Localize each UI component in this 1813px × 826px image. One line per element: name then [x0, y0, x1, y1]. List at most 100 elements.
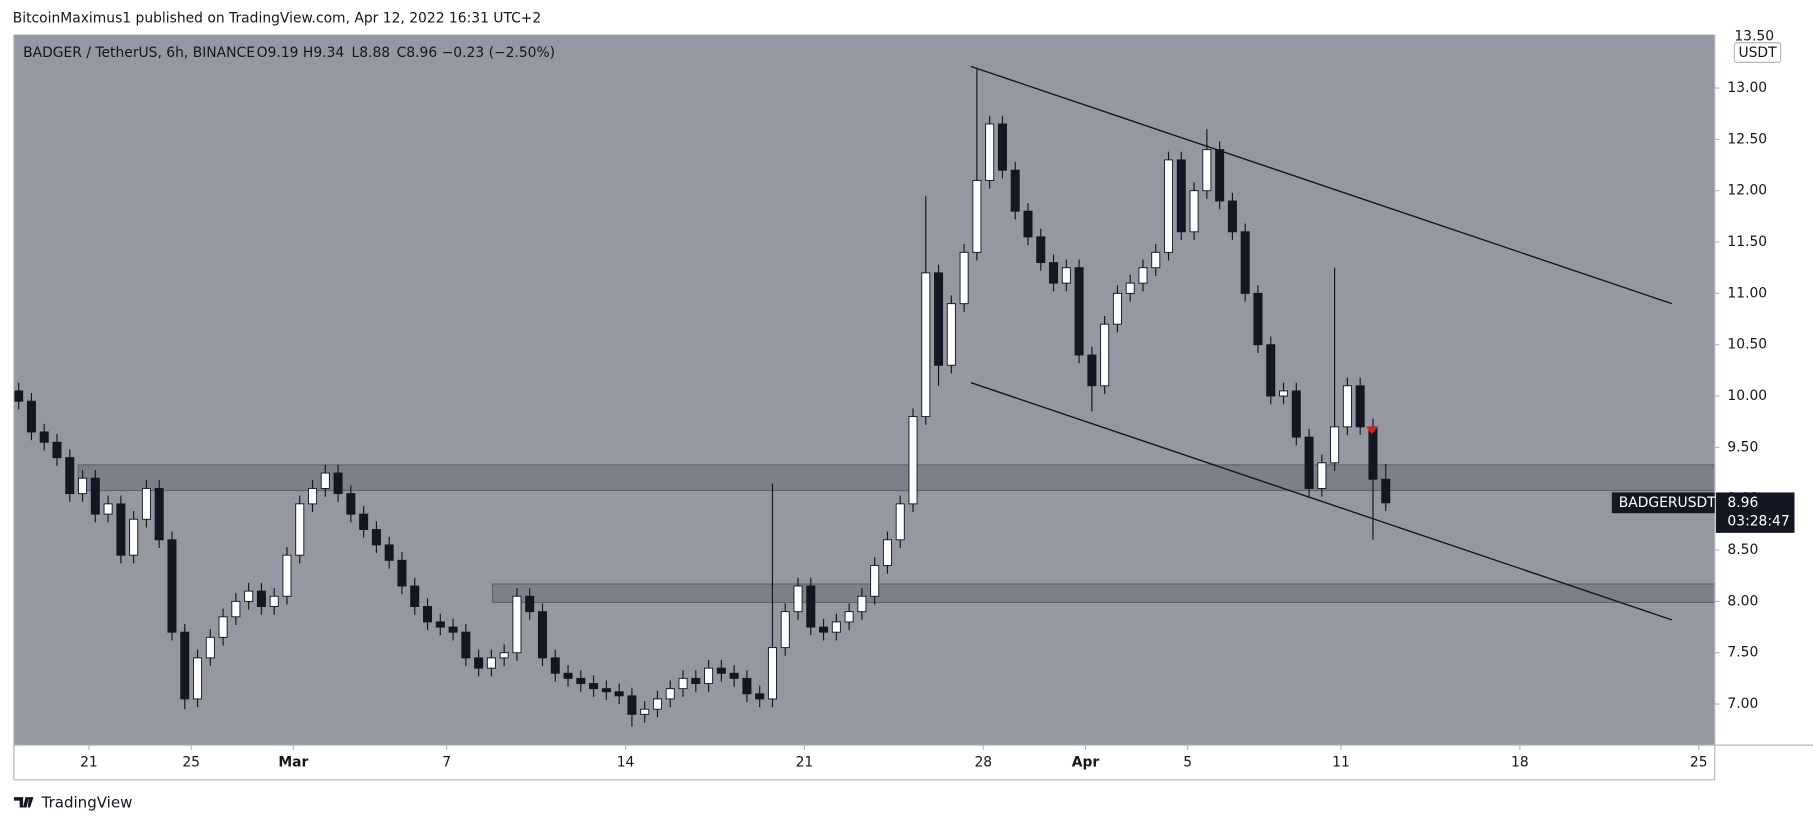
signal-marker [1366, 426, 1378, 435]
x-tick-label: 18 [1511, 754, 1529, 770]
plot-background [13, 34, 1715, 746]
candle-body [1074, 267, 1084, 356]
unit-label: USDT [1738, 45, 1777, 61]
candle-body [1049, 262, 1059, 284]
candle-body [934, 272, 944, 366]
candle-body [26, 400, 36, 433]
candle-body [78, 477, 88, 495]
candle-body [167, 539, 177, 633]
candle-body [39, 431, 49, 443]
candle-body [1317, 462, 1327, 489]
candle-body [831, 621, 841, 633]
candle-body [793, 585, 803, 613]
candle-body [1036, 236, 1046, 264]
candle-body [1240, 231, 1250, 294]
y-tick-label: 10.00 [1727, 388, 1767, 404]
candle-body [346, 493, 356, 515]
logo-icon [13, 797, 34, 808]
candle-body [525, 595, 535, 613]
candle-body [205, 636, 215, 659]
candle-body [1291, 390, 1301, 438]
candle-body [601, 688, 611, 693]
candle-body [384, 544, 394, 561]
candle-body [1279, 390, 1289, 397]
candle-body [269, 595, 279, 607]
y-tick-label: 13.50 [1734, 29, 1774, 45]
candle-body [1342, 385, 1352, 428]
legend-o: 9.19 [268, 45, 299, 61]
y-tick-label: 7.50 [1727, 645, 1758, 661]
candle-body [1100, 323, 1110, 387]
candle-body [422, 606, 433, 623]
candle-body [1023, 210, 1033, 238]
tradingview-logo: TradingView [13, 793, 133, 811]
candle-body [1330, 426, 1340, 464]
candle-body [665, 688, 675, 700]
support-zone [491, 583, 1716, 603]
candle-body [1215, 149, 1225, 202]
candle-body [1125, 282, 1135, 294]
candle-body [52, 441, 62, 459]
candle-body [537, 611, 548, 659]
candle-body [295, 503, 305, 556]
x-tick-label: Mar [278, 754, 308, 770]
candle-body [244, 590, 254, 602]
x-tick-label: 25 [1690, 754, 1708, 770]
candle-body [704, 667, 714, 684]
price-tag-box [1715, 492, 1795, 533]
candle-body [640, 708, 650, 715]
y-tick-label: 11.50 [1727, 234, 1767, 250]
legend-l-label: L [352, 45, 360, 61]
candle-body [1138, 267, 1148, 284]
candle-body [729, 672, 739, 679]
candle-body [129, 518, 139, 556]
legend-c-label: C [397, 45, 407, 61]
price-tag-price: 8.96 [1727, 495, 1758, 511]
candle-body [882, 539, 892, 566]
candle-body [1381, 478, 1391, 504]
candle-body [1087, 354, 1097, 387]
candle-body [767, 647, 777, 700]
y-tick-label: 12.00 [1727, 183, 1767, 199]
candle-body [1202, 149, 1212, 192]
candle-body [819, 626, 829, 633]
candle-body [997, 123, 1007, 171]
candle-body [1176, 159, 1186, 233]
legend-symbol: BADGER / TetherUS, 6h, BINANCE [23, 45, 255, 61]
candle-body [1010, 169, 1020, 212]
candle-body [1227, 200, 1237, 233]
x-tick-label: 21 [80, 754, 98, 770]
candle-body [755, 693, 765, 700]
x-tick-label: Apr [1072, 754, 1100, 770]
brand: TradingView [41, 793, 133, 811]
candle-body [193, 657, 203, 700]
candle-body [461, 631, 471, 659]
candle-body [870, 564, 880, 597]
candle-body [116, 503, 126, 556]
legend-o-label: O [257, 45, 268, 61]
candle-body [806, 585, 816, 628]
plot-layer [14, 65, 1716, 727]
candle-body [218, 616, 228, 638]
y-tick-label: 13.00 [1727, 80, 1767, 96]
candle-body [857, 595, 867, 613]
candle-body [985, 123, 995, 181]
candle-body [90, 477, 100, 515]
candle-body [499, 652, 509, 659]
x-tick-label: 11 [1332, 754, 1350, 770]
unit-box [1733, 42, 1782, 63]
candle-body [576, 677, 586, 684]
y-tick-label: 10.50 [1727, 337, 1767, 353]
candle-body [614, 691, 624, 697]
candle-body [716, 667, 726, 674]
candle-body [1061, 267, 1071, 284]
candle-body [652, 698, 662, 710]
candle-body [308, 487, 318, 505]
candle-body [397, 559, 407, 587]
candle-body [678, 677, 688, 690]
y-tick-label: 7.00 [1727, 696, 1758, 712]
candle-body [1266, 344, 1276, 397]
trendline [970, 382, 1673, 621]
